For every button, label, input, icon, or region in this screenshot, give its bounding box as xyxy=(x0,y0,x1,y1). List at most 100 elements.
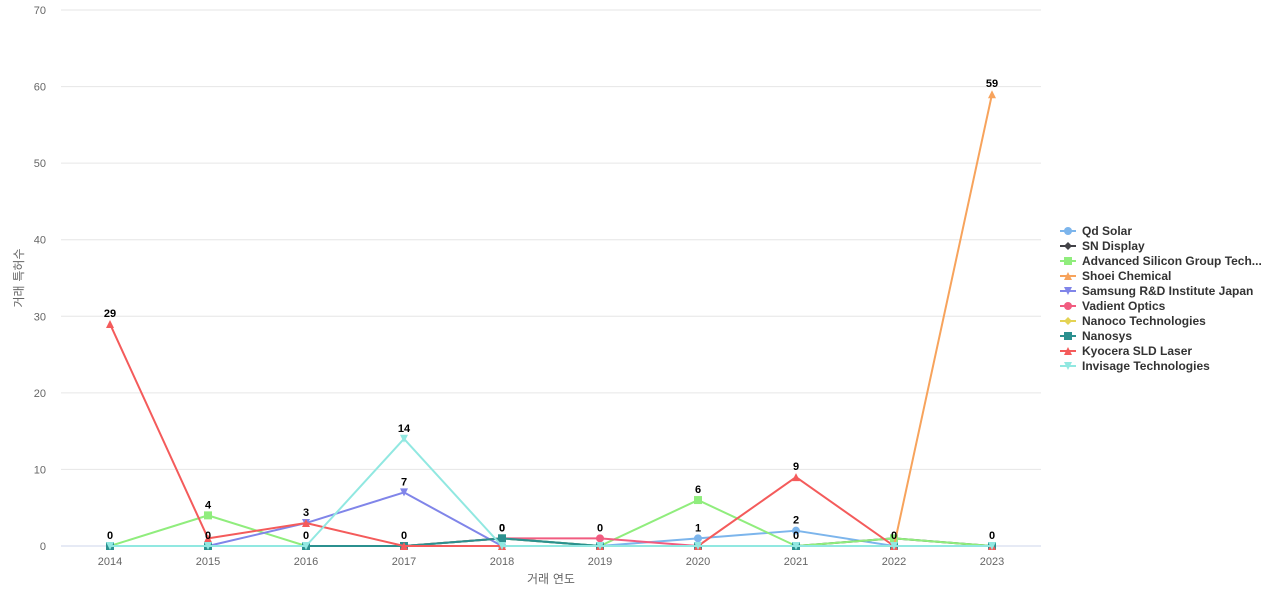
data-point[interactable] xyxy=(302,519,310,528)
data-point[interactable] xyxy=(106,542,114,550)
legend-marker-icon xyxy=(1060,286,1076,295)
data-label: 0 xyxy=(499,522,505,534)
legend: Qd Solar SN Display Advanced Silicon Group… xyxy=(1060,223,1262,373)
data-point xyxy=(1064,361,1072,370)
legend-marker-icon xyxy=(1060,361,1076,370)
legend-item[interactable]: Nanoco Technologies xyxy=(1060,313,1262,328)
data-point[interactable] xyxy=(596,542,604,550)
data-point[interactable] xyxy=(106,319,114,328)
series-line[interactable] xyxy=(109,323,992,547)
series-group xyxy=(106,534,996,550)
legend-label: Qd Solar xyxy=(1082,223,1133,238)
series-line[interactable] xyxy=(110,537,992,547)
data-point xyxy=(1064,256,1072,265)
legend-label: Kyocera SLD Laser xyxy=(1082,343,1193,358)
legend-item[interactable]: Nanosys xyxy=(1060,328,1262,343)
data-label: 0 xyxy=(401,530,407,542)
data-point[interactable] xyxy=(988,542,996,550)
x-tick-label: 2017 xyxy=(392,556,416,568)
legend-label: SN Display xyxy=(1082,238,1145,253)
data-point xyxy=(1064,286,1072,295)
data-point[interactable] xyxy=(498,534,506,543)
data-point[interactable] xyxy=(792,542,800,550)
y-tick-label: 40 xyxy=(34,235,46,247)
legend-item[interactable]: Kyocera SLD Laser xyxy=(1060,343,1262,358)
legend-label: Vadient Optics xyxy=(1082,298,1166,313)
y-tick-label: 0 xyxy=(40,541,46,553)
data-point[interactable] xyxy=(890,534,898,543)
data-label: 14 xyxy=(398,423,411,435)
data-label: 0 xyxy=(205,530,211,542)
legend-marker-icon xyxy=(1060,226,1076,235)
data-point xyxy=(1064,331,1072,340)
x-tick-label: 2016 xyxy=(294,556,318,568)
series-layer xyxy=(106,90,996,550)
data-point[interactable] xyxy=(302,542,310,550)
x-tick-label: 2019 xyxy=(588,556,612,568)
legend-label: Invisage Technologies xyxy=(1082,358,1210,373)
legend-item[interactable]: Invisage Technologies xyxy=(1060,358,1262,373)
data-label: 0 xyxy=(499,522,505,534)
data-label: 0 xyxy=(989,530,995,542)
data-label: 1 xyxy=(695,522,701,534)
data-point[interactable] xyxy=(400,488,408,497)
data-label: 3 xyxy=(303,507,309,519)
data-label: 0 xyxy=(107,530,113,542)
data-point[interactable] xyxy=(694,496,702,505)
series-line[interactable] xyxy=(110,437,992,547)
legend-item[interactable]: Vadient Optics xyxy=(1060,298,1262,313)
legend-marker-icon xyxy=(1060,346,1076,355)
y-tick-label: 70 xyxy=(34,5,46,17)
legend-marker-icon xyxy=(1060,271,1076,280)
data-point xyxy=(1064,316,1072,325)
data-point[interactable] xyxy=(204,534,212,543)
data-point[interactable] xyxy=(988,90,996,99)
series-group xyxy=(106,90,996,550)
legend-item[interactable]: Advanced Silicon Group Tech... xyxy=(1060,253,1262,268)
legend-label: Advanced Silicon Group Tech... xyxy=(1082,253,1262,268)
data-label: 0 xyxy=(793,530,799,542)
data-point[interactable] xyxy=(204,542,212,550)
data-point[interactable] xyxy=(694,542,702,550)
data-label: 9 xyxy=(793,461,799,473)
legend-label: Nanoco Technologies xyxy=(1082,313,1206,328)
x-tick-label: 2014 xyxy=(98,556,122,568)
data-point[interactable] xyxy=(792,473,800,482)
legend-item[interactable]: Qd Solar xyxy=(1060,223,1262,238)
legend-item[interactable]: Shoei Chemical xyxy=(1060,268,1262,283)
data-point[interactable] xyxy=(890,542,898,550)
data-point[interactable] xyxy=(792,526,800,535)
series-line[interactable] xyxy=(110,94,993,547)
data-point[interactable] xyxy=(596,534,604,543)
legend-label: Nanosys xyxy=(1082,328,1133,343)
legend-item[interactable]: SN Display xyxy=(1060,238,1262,253)
legend-marker-icon xyxy=(1060,241,1076,250)
legend-marker-icon xyxy=(1060,331,1076,340)
x-tick-label: 2015 xyxy=(196,556,220,568)
data-label: 0 xyxy=(891,530,897,542)
data-point[interactable] xyxy=(204,511,212,520)
legend-marker-icon xyxy=(1060,256,1076,265)
data-point[interactable] xyxy=(400,434,408,443)
x-tick-label: 2023 xyxy=(980,556,1004,568)
x-tick-label: 2022 xyxy=(882,556,906,568)
y-axis-title: 거래 특허수 xyxy=(12,248,26,307)
x-axis-title: 거래 연도 xyxy=(527,572,575,586)
x-tick-label: 2020 xyxy=(686,556,710,568)
y-tick-label: 60 xyxy=(34,82,46,94)
legend-item[interactable]: Samsung R&D Institute Japan xyxy=(1060,283,1262,298)
legend-marker-icon xyxy=(1060,316,1076,325)
data-label: 59 xyxy=(986,78,998,90)
data-label: 29 xyxy=(104,308,116,320)
legend-marker-icon xyxy=(1060,301,1076,310)
data-point[interactable] xyxy=(498,542,506,550)
data-point[interactable] xyxy=(694,534,702,543)
y-tick-label: 10 xyxy=(34,464,46,476)
series-group xyxy=(106,434,996,550)
data-label: 0 xyxy=(303,530,309,542)
data-point xyxy=(1064,301,1072,310)
data-point[interactable] xyxy=(400,542,408,550)
data-label: 4 xyxy=(205,499,212,511)
